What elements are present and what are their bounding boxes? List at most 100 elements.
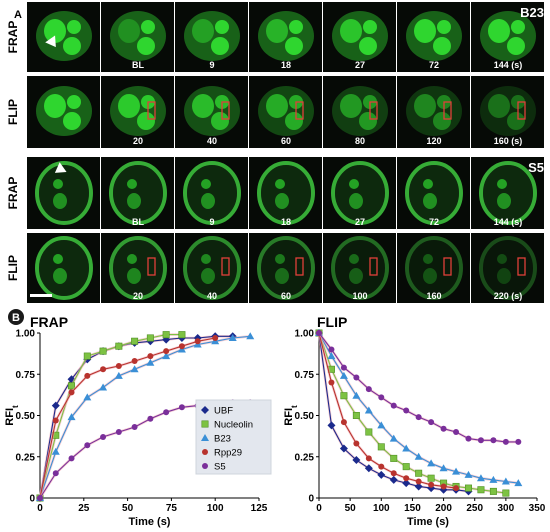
legend-marker xyxy=(201,420,209,428)
data-point xyxy=(377,470,386,479)
data-point xyxy=(402,463,410,471)
timepoint-label: BL xyxy=(132,217,144,227)
data-point xyxy=(427,474,435,482)
data-point xyxy=(364,406,373,414)
data-point xyxy=(328,379,335,386)
series-line xyxy=(318,332,506,494)
timepoint-label: 72 xyxy=(429,217,439,227)
y-tick-label: 0.25 xyxy=(295,452,315,463)
legend-entry: Rpp29 xyxy=(214,448,242,459)
s5-frap-row-tile: 27 xyxy=(323,157,396,229)
data-point xyxy=(130,365,139,373)
x-tick-label: 250 xyxy=(466,503,483,514)
data-point xyxy=(440,483,447,490)
data-point xyxy=(147,353,154,360)
data-point xyxy=(162,331,170,339)
data-point xyxy=(194,338,201,345)
legend-marker xyxy=(202,449,208,455)
data-point xyxy=(131,337,139,345)
data-point xyxy=(464,484,472,492)
data-point xyxy=(316,330,322,336)
data-point xyxy=(146,334,154,342)
data-point xyxy=(427,459,436,467)
series-b23 xyxy=(36,332,255,501)
s5-frap-row-tile xyxy=(27,157,100,229)
data-point xyxy=(365,428,373,436)
data-point xyxy=(489,487,497,495)
b23-flip-row-tile: 60 xyxy=(249,76,322,148)
b23-flip-row-label: FLIP xyxy=(6,99,20,125)
y-tick-label: 0 xyxy=(29,494,35,505)
y-tick-label: 1.00 xyxy=(295,329,315,340)
data-point xyxy=(364,464,373,473)
data-point xyxy=(390,454,398,462)
timepoint-label: 72 xyxy=(429,60,439,70)
b23-flip-row-tile: 80 xyxy=(323,76,396,148)
data-point xyxy=(68,382,76,390)
data-point xyxy=(514,479,523,487)
microscopy-montage: FRAP BL 9 18 27 72 144 (s) FLIP 20 40 60 80 120 160 (… xyxy=(6,2,544,303)
b23-panel-label: B23 xyxy=(520,5,544,20)
data-point xyxy=(328,346,335,353)
data-point xyxy=(390,402,397,409)
b23-flip-row-tile: 160 (s) xyxy=(471,76,544,148)
legend-marker xyxy=(201,406,209,414)
data-point xyxy=(246,332,255,340)
x-tick-label: 0 xyxy=(37,503,43,514)
data-point xyxy=(146,358,155,366)
b23-flip-row-tile xyxy=(27,76,100,148)
s5-flip-row-tile: 20 xyxy=(101,233,174,303)
y-axis-label: RFIt xyxy=(283,405,299,426)
timepoint-label: 144 (s) xyxy=(494,60,523,70)
timepoint-label: 60 xyxy=(281,136,291,146)
series-s5 xyxy=(316,330,522,445)
b23-frap-row-tile xyxy=(27,2,100,72)
timepoint-label: 220 (s) xyxy=(494,291,523,301)
bleach-region-box xyxy=(221,257,230,276)
data-point xyxy=(390,470,397,477)
data-point xyxy=(114,371,123,379)
legend-entry: B23 xyxy=(214,434,231,445)
b23-frap-row-tile: 9 xyxy=(175,2,248,72)
y-axis-label: RFIt xyxy=(4,405,20,426)
series-line xyxy=(39,334,182,499)
x-tick-label: 125 xyxy=(251,503,268,514)
bleach-region-box xyxy=(147,101,156,120)
data-point xyxy=(115,342,123,350)
data-point xyxy=(452,467,461,475)
data-point xyxy=(52,470,59,477)
data-point xyxy=(99,347,107,355)
timepoint-label: 160 (s) xyxy=(494,136,523,146)
data-point xyxy=(51,447,60,455)
data-point xyxy=(453,429,460,435)
bleach-region-box xyxy=(295,257,304,276)
data-point xyxy=(502,438,509,445)
data-point xyxy=(414,452,423,460)
x-tick-label: 200 xyxy=(435,503,452,514)
bleach-region-box xyxy=(295,101,304,120)
timepoint-label: 80 xyxy=(355,136,365,146)
y-tick-label: 0 xyxy=(308,494,314,505)
data-point xyxy=(352,456,361,465)
data-point xyxy=(428,419,435,426)
data-point xyxy=(389,434,398,442)
data-point xyxy=(490,437,497,444)
b23-frap-row-tile: 72 xyxy=(397,2,470,72)
x-tick-label: 100 xyxy=(207,503,224,514)
data-point xyxy=(477,486,485,494)
s5-flip-row-tile: 160 xyxy=(397,233,470,303)
data-point xyxy=(403,475,410,482)
data-point xyxy=(100,433,107,440)
data-point xyxy=(453,485,460,492)
data-point xyxy=(415,478,422,485)
data-point xyxy=(415,469,423,477)
data-point xyxy=(439,464,448,472)
data-point xyxy=(327,352,336,360)
data-point xyxy=(402,444,411,452)
data-point xyxy=(389,475,398,484)
legend-entry: Nucleolin xyxy=(214,420,253,431)
data-point xyxy=(440,425,447,432)
data-point xyxy=(340,364,347,371)
chart-title: FRAP xyxy=(30,314,68,330)
bleach-arrow-icon xyxy=(54,162,67,173)
